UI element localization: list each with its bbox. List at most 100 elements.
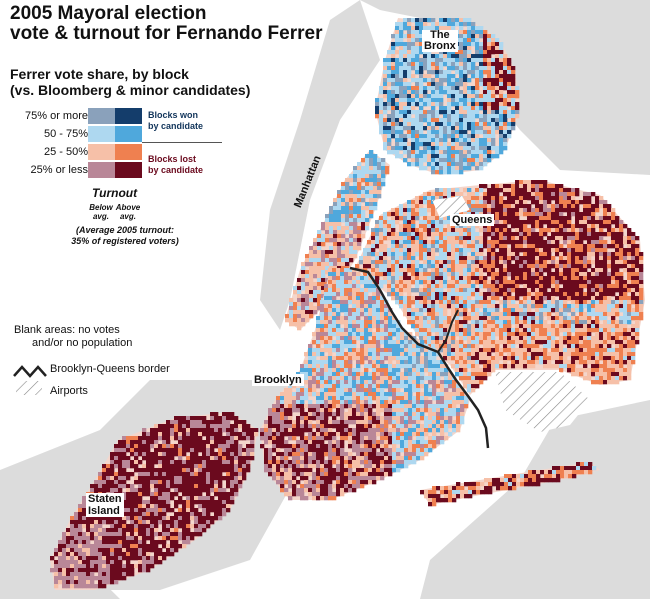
- block-cell: [471, 284, 476, 289]
- block-cell: [444, 384, 449, 389]
- block-cell: [459, 304, 464, 309]
- block-cell: [475, 146, 480, 151]
- block-cell: [399, 42, 404, 47]
- block-cell: [439, 162, 444, 167]
- block-cell: [431, 320, 436, 325]
- block-cell: [487, 46, 492, 51]
- block-cell: [384, 376, 389, 381]
- block-cell: [407, 102, 412, 107]
- block-cell: [403, 272, 408, 277]
- block-cell: [467, 196, 472, 201]
- block-cell: [467, 348, 472, 353]
- block-cell: [471, 90, 476, 95]
- block-cell: [591, 312, 596, 317]
- block-cell: [345, 258, 350, 263]
- block-cell: [435, 344, 440, 349]
- block-cell: [571, 284, 576, 289]
- block-cell: [499, 364, 504, 369]
- block-cell: [515, 324, 520, 329]
- block-cell: [329, 218, 334, 223]
- block-cell: [411, 134, 416, 139]
- block-cell: [603, 328, 608, 333]
- block-cell: [611, 332, 616, 337]
- block-cell: [487, 154, 492, 159]
- block-cell: [475, 94, 480, 99]
- block-cell: [420, 348, 425, 353]
- block-cell: [348, 344, 353, 349]
- block-cell: [491, 272, 496, 277]
- block-cell: [364, 384, 369, 389]
- block-cell: [427, 240, 432, 245]
- block-cell: [543, 268, 548, 273]
- block-cell: [328, 400, 333, 405]
- block-cell: [365, 166, 370, 171]
- block-cell: [443, 336, 448, 341]
- block-cell: [364, 280, 369, 285]
- block-cell: [551, 276, 556, 281]
- block-cell: [415, 110, 420, 115]
- block-cell: [515, 180, 520, 185]
- block-cell: [443, 142, 448, 147]
- block-cell: [428, 380, 433, 385]
- block-cell: [615, 228, 620, 233]
- block-cell: [559, 304, 564, 309]
- block-cell: [507, 114, 512, 119]
- block-cell: [499, 316, 504, 321]
- block-cell: [360, 332, 365, 337]
- block-cell: [495, 308, 500, 313]
- block-cell: [495, 196, 500, 201]
- block-cell: [463, 280, 468, 285]
- block-cell: [336, 300, 341, 305]
- block-cell: [491, 126, 496, 131]
- block-cell: [360, 292, 365, 297]
- block-cell: [471, 308, 476, 313]
- block-cell: [340, 316, 345, 321]
- block-cell: [435, 320, 440, 325]
- block-cell: [396, 352, 401, 357]
- block-cell: [571, 292, 576, 297]
- block-cell: [511, 86, 516, 91]
- block-cell: [399, 78, 404, 83]
- block-cell: [595, 296, 600, 301]
- block-cell: [451, 58, 456, 63]
- block-cell: [377, 178, 382, 183]
- block-cell: [503, 292, 508, 297]
- block-cell: [419, 18, 424, 23]
- block-cell: [356, 364, 361, 369]
- block-cell: [483, 98, 488, 103]
- block-cell: [471, 110, 476, 115]
- block-cell: [511, 304, 516, 309]
- block-cell: [387, 292, 392, 297]
- block-cell: [387, 212, 392, 217]
- block-cell: [463, 38, 468, 43]
- block-cell: [523, 344, 528, 349]
- block-cell: [373, 166, 378, 171]
- block-cell: [383, 228, 388, 233]
- block-cell: [419, 332, 424, 337]
- block-cell: [344, 308, 349, 313]
- block-cell: [479, 276, 484, 281]
- block-cell: [479, 46, 484, 51]
- block-cell: [535, 328, 540, 333]
- block-cell: [368, 280, 373, 285]
- block-cell: [432, 384, 437, 389]
- block-cell: [451, 90, 456, 95]
- block-cell: [349, 242, 354, 247]
- block-cell: [499, 74, 504, 79]
- block-cell: [527, 296, 532, 301]
- block-cell: [483, 224, 488, 229]
- block-cell: [321, 262, 326, 267]
- block-cell: [431, 252, 436, 257]
- block-cell: [607, 232, 612, 237]
- block-cell: [411, 320, 416, 325]
- block-cell: [519, 208, 524, 213]
- block-cell: [456, 400, 461, 405]
- block-cell: [391, 272, 396, 277]
- block-cell: [340, 296, 345, 301]
- block-cell: [611, 324, 616, 329]
- block-cell: [367, 276, 372, 281]
- block-cell: [459, 292, 464, 297]
- block-cell: [368, 392, 373, 397]
- block-cell: [375, 220, 380, 225]
- block-cell: [368, 376, 373, 381]
